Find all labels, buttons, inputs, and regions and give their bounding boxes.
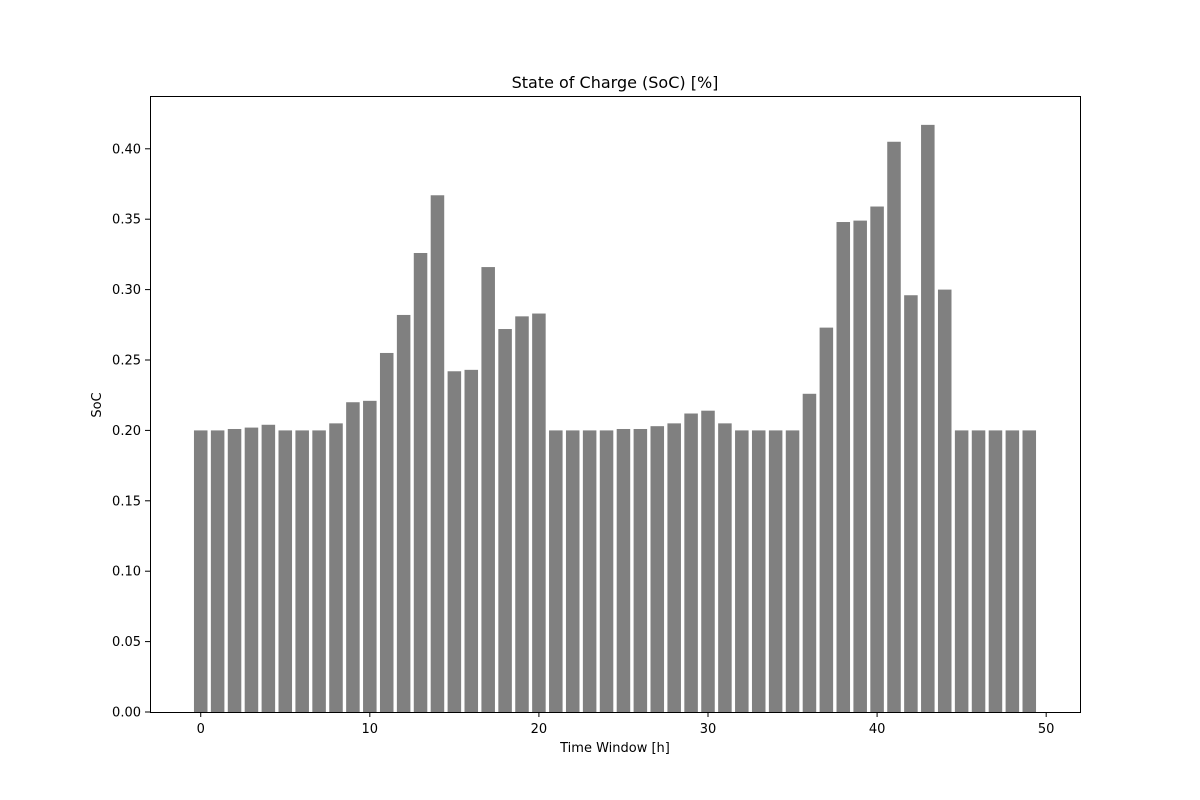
x-tick-label: 10 [362, 722, 379, 737]
bar [447, 371, 462, 712]
y-tick-label: 0.05 [112, 635, 141, 650]
bar [261, 424, 276, 712]
bar [312, 430, 326, 712]
y-tick-label: 0.25 [112, 354, 141, 369]
bar [954, 430, 969, 712]
bar [751, 430, 766, 712]
bar [988, 430, 1003, 712]
x-tick-label: 50 [1038, 722, 1055, 737]
bar [481, 267, 495, 712]
y-tick-label: 0.20 [112, 424, 141, 439]
bar [464, 369, 479, 712]
bar [768, 430, 783, 712]
bar [363, 400, 377, 712]
y-axis-label: SoC [90, 392, 105, 417]
bar [616, 428, 631, 712]
bar [802, 393, 817, 712]
plot-frame [150, 96, 1081, 713]
x-tick-label: 20 [531, 722, 548, 737]
bar [785, 430, 800, 712]
bar [819, 327, 834, 712]
x-tick-label: 40 [869, 722, 886, 737]
bar [735, 430, 749, 712]
y-tick-label: 0.15 [112, 494, 141, 509]
bar [937, 289, 952, 712]
bar [971, 430, 986, 712]
bar [413, 252, 428, 712]
bar [1005, 430, 1020, 712]
bar [1022, 430, 1037, 712]
bar [718, 423, 732, 712]
y-tick-label: 0.00 [112, 706, 141, 721]
x-axis-label: Time Window [h] [559, 741, 670, 756]
bar [396, 314, 411, 712]
bar [921, 124, 935, 712]
bar [515, 316, 529, 712]
bar [549, 430, 563, 712]
bar [227, 428, 242, 712]
bar [278, 430, 293, 712]
bar [887, 141, 901, 712]
bar [904, 295, 918, 712]
chart-title: State of Charge (SoC) [%] [512, 73, 719, 92]
bar [532, 313, 546, 712]
bar [210, 430, 225, 712]
bar [599, 430, 614, 712]
bar [836, 222, 851, 713]
bar [379, 352, 394, 712]
x-tick-label: 30 [700, 722, 717, 737]
y-axis: 0.00 0.05 0.10 0.15 0.20 0.25 0.30 0.35 0.40 [112, 142, 150, 721]
y-tick-label: 0.10 [112, 565, 141, 580]
y-tick-label: 0.30 [112, 283, 141, 298]
y-tick-label: 0.35 [112, 213, 141, 228]
bar [430, 195, 445, 712]
bar [701, 410, 715, 712]
bar [346, 402, 360, 712]
x-axis: 0 10 20 30 40 50 [197, 712, 1055, 737]
bar [870, 206, 884, 712]
bar [244, 427, 259, 712]
bar [498, 329, 512, 712]
x-tick-label: 0 [197, 722, 205, 737]
bar [684, 413, 698, 712]
bar [295, 430, 309, 712]
bar [582, 430, 597, 712]
bars-group [193, 124, 1037, 713]
bar [329, 423, 343, 712]
bar [565, 430, 580, 712]
bar [633, 428, 648, 712]
bar [650, 426, 665, 712]
bar [853, 220, 867, 712]
bar [667, 423, 681, 712]
bar [193, 430, 208, 712]
y-tick-label: 0.40 [112, 142, 141, 157]
